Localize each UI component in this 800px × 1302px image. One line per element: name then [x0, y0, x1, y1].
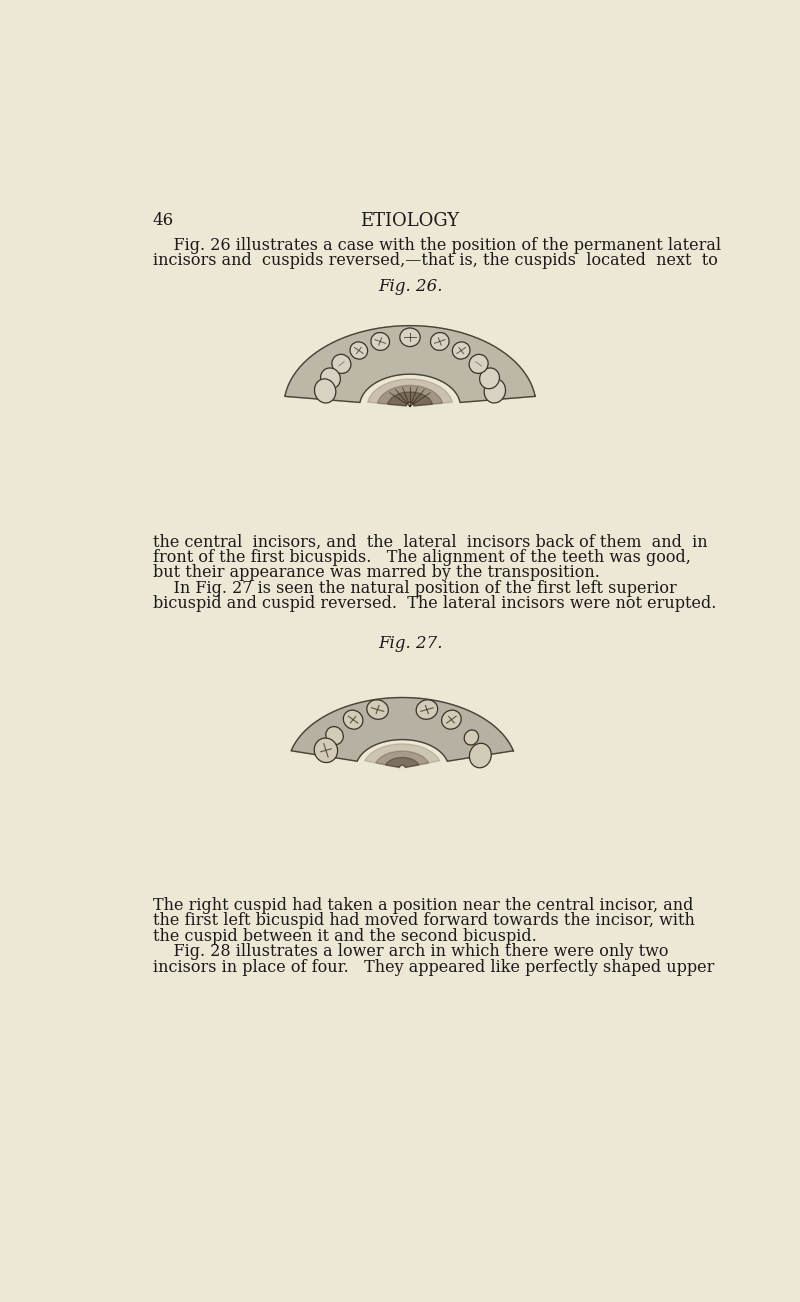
Text: The right cuspid had taken a position near the central incisor, and: The right cuspid had taken a position ne…: [153, 897, 693, 914]
Ellipse shape: [464, 730, 478, 745]
Text: the first left bicuspid had moved forward towards the incisor, with: the first left bicuspid had moved forwar…: [153, 913, 694, 930]
Ellipse shape: [371, 332, 390, 350]
Text: Fig. 27.: Fig. 27.: [378, 635, 442, 652]
Text: 46: 46: [153, 212, 174, 229]
Ellipse shape: [469, 354, 488, 374]
Ellipse shape: [314, 738, 338, 763]
Text: the central  incisors, and  the  lateral  incisors back of them  and  in: the central incisors, and the lateral in…: [153, 534, 707, 551]
Text: bicuspid and cuspid reversed.  The lateral incisors were not erupted.: bicuspid and cuspid reversed. The latera…: [153, 595, 716, 612]
Ellipse shape: [480, 368, 499, 389]
Ellipse shape: [416, 699, 438, 719]
Text: but their appearance was marred by the transposition.: but their appearance was marred by the t…: [153, 564, 599, 581]
Ellipse shape: [343, 710, 363, 729]
Text: Fig. 28 illustrates a lower arch in which there were only two: Fig. 28 illustrates a lower arch in whic…: [153, 943, 668, 960]
Polygon shape: [376, 751, 429, 767]
Polygon shape: [368, 379, 452, 406]
Text: ETIOLOGY: ETIOLOGY: [361, 212, 459, 229]
Ellipse shape: [326, 727, 343, 745]
Text: Fig. 26 illustrates a case with the position of the permanent lateral: Fig. 26 illustrates a case with the posi…: [153, 237, 721, 254]
Text: the cuspid between it and the second bicuspid.: the cuspid between it and the second bic…: [153, 928, 537, 945]
Ellipse shape: [442, 710, 461, 729]
Text: In Fig. 27 is seen the natural position of the first left superior: In Fig. 27 is seen the natural position …: [153, 579, 677, 596]
Ellipse shape: [332, 354, 351, 374]
Ellipse shape: [470, 743, 491, 768]
Ellipse shape: [321, 368, 340, 389]
Text: incisors in place of four.   They appeared like perfectly shaped upper: incisors in place of four. They appeared…: [153, 958, 714, 975]
Polygon shape: [378, 385, 442, 406]
Polygon shape: [291, 698, 514, 762]
Ellipse shape: [430, 332, 449, 350]
Polygon shape: [386, 758, 419, 767]
Ellipse shape: [367, 699, 388, 719]
Ellipse shape: [484, 379, 506, 404]
Polygon shape: [365, 743, 440, 767]
Ellipse shape: [452, 342, 470, 359]
Ellipse shape: [350, 342, 368, 359]
Ellipse shape: [314, 379, 336, 404]
Ellipse shape: [400, 328, 420, 346]
Text: Fig. 26.: Fig. 26.: [378, 277, 442, 294]
Text: incisors and  cuspids reversed,—that is, the cuspids  located  next  to: incisors and cuspids reversed,—that is, …: [153, 253, 718, 270]
Polygon shape: [387, 392, 433, 406]
Polygon shape: [285, 326, 535, 402]
Text: front of the first bicuspids.   The alignment of the teeth was good,: front of the first bicuspids. The alignm…: [153, 549, 690, 566]
